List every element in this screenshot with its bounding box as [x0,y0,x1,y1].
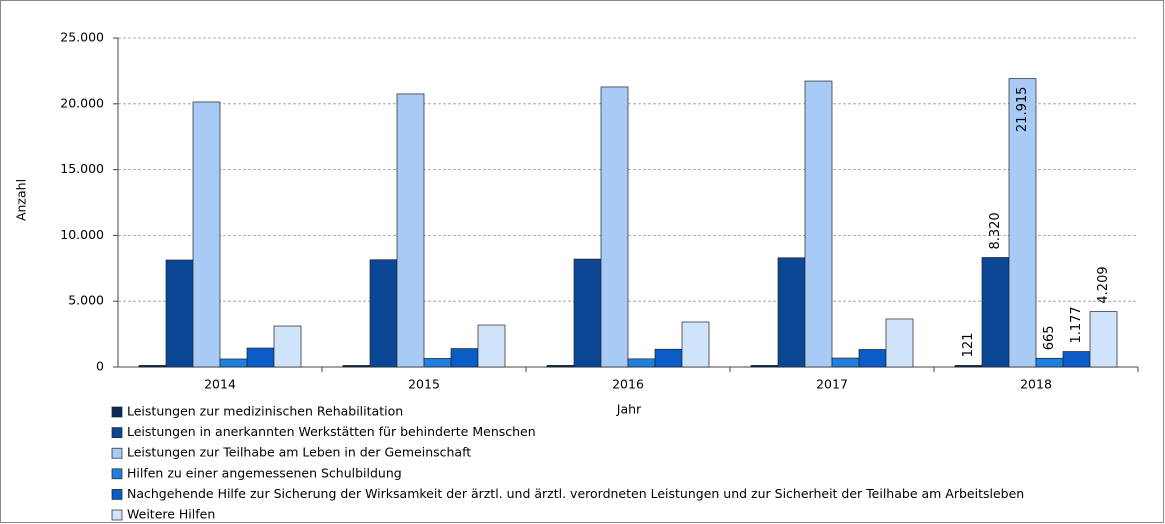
data-label: 121 [961,333,976,358]
y-tick-label: 25.000 [60,30,104,45]
bar [858,349,887,368]
legend-label: Leistungen zur Teilhabe am Leben in der … [127,445,471,460]
data-label: 8.320 [988,212,1003,249]
bar [804,80,833,368]
legend-swatch [111,509,123,521]
bar [681,321,710,368]
bar [423,358,452,368]
x-tick-label: 2015 [408,377,440,392]
x-tick-label: 2018 [1020,377,1052,392]
bar [138,365,167,368]
bar [165,259,194,368]
bar [831,357,860,368]
legend-swatch [111,489,123,500]
legend-label: Leistungen zur medizinischen Rehabilitat… [127,404,403,419]
bar [777,257,806,368]
y-tick-label: 10.000 [60,227,104,242]
bar [477,324,506,368]
bar [546,365,575,368]
bar [246,347,275,368]
legend-swatch [111,406,123,418]
bar [627,358,656,368]
bar [396,93,425,368]
legend-label: Nachgehende Hilfe zur Sicherung der Wirk… [127,486,1024,501]
y-axis-label: Anzahl [14,179,29,221]
y-tick-label: 5.000 [68,293,104,308]
bar [342,365,371,368]
legend-label: Leistungen in anerkannten Werkstätten fü… [127,424,536,439]
x-tick-label: 2016 [612,377,644,392]
bar [654,348,683,368]
bar [600,86,629,368]
legend-swatch [111,468,123,480]
legend-label: Hilfen zu einer angemessenen Schulbildun… [127,465,402,480]
x-axis-label: Jahr [616,402,642,417]
bar [954,365,983,368]
bar [450,348,479,368]
bar [369,259,398,368]
data-label: 4.209 [1096,266,1111,303]
bar [750,365,779,368]
bar [885,318,914,368]
legend-swatch [111,427,123,438]
bar [219,358,248,368]
bar [573,258,602,368]
bar [192,101,221,368]
data-label: 665 [1042,325,1057,350]
bar [981,257,1010,368]
bar [1089,311,1118,368]
y-tick-label: 15.000 [60,161,104,176]
legend-swatch [111,447,123,459]
data-label: 1.177 [1069,306,1084,343]
x-tick-label: 2014 [204,377,236,392]
y-tick-label: 0 [96,359,104,374]
x-tick-label: 2017 [816,377,848,392]
bar [1035,357,1064,368]
bar [1062,351,1091,368]
data-label: 21.915 [1015,87,1030,133]
bar [1008,78,1037,368]
bar [273,325,302,368]
legend-label: Weitere Hilfen [127,507,215,522]
y-tick-label: 20.000 [60,95,104,110]
